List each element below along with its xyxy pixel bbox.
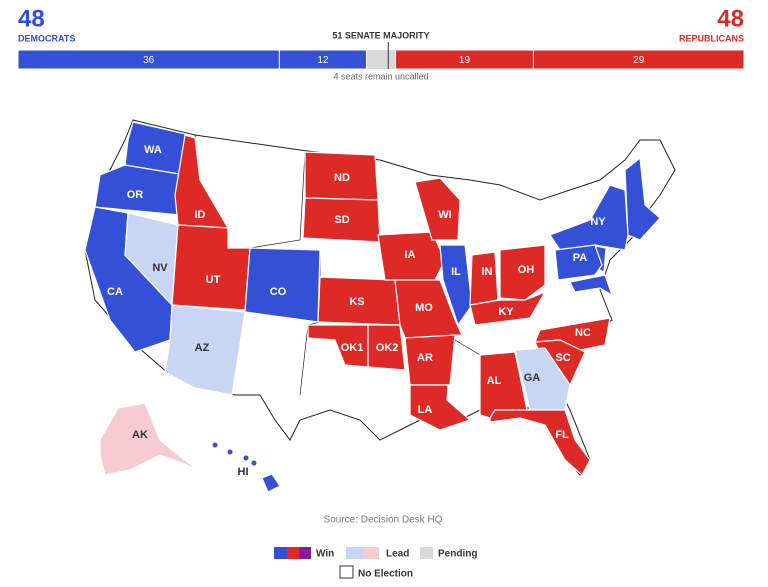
rep-segment <box>532 49 745 70</box>
state <box>404 334 456 386</box>
legend-swatch <box>274 547 287 559</box>
state <box>499 244 546 301</box>
state-label: CA <box>107 286 123 298</box>
state <box>469 290 547 326</box>
dem-count: 48 <box>18 5 45 32</box>
dem-segment <box>278 49 367 70</box>
state-label: SD <box>334 214 349 226</box>
state <box>439 244 473 327</box>
dem-label: DEMOCRATS <box>18 33 75 43</box>
majority-label: 51 SENATE MAJORITY <box>332 30 429 40</box>
state <box>514 347 571 411</box>
legend-swatch <box>346 547 363 559</box>
state-label: KS <box>349 296 364 308</box>
legend: Win Lead Pending No Election <box>274 547 477 580</box>
map: WA OR CA NV ID UT AZ CO ND SD KS OK1 OK2 IA MO AR LA WI IL… <box>84 119 676 493</box>
state-label: CO <box>270 286 287 298</box>
segment-label: 12 <box>317 55 329 66</box>
legend-label: Win <box>316 549 334 560</box>
state <box>569 274 614 297</box>
state-label: ID <box>195 209 206 221</box>
state-label: OH <box>518 264 535 276</box>
segment-label: 29 <box>633 55 645 66</box>
state-label: FL <box>555 429 569 441</box>
state-label: IN <box>482 266 493 278</box>
state-label: GA <box>524 372 541 384</box>
state-label: AR <box>417 352 433 364</box>
legend-swatch <box>339 565 354 579</box>
state-label: HI <box>238 466 249 478</box>
state-label: AZ <box>195 342 210 354</box>
state <box>394 279 463 339</box>
state <box>261 473 281 493</box>
state-label: PA <box>573 252 588 264</box>
state-label: IL <box>451 266 461 278</box>
state-label: AK <box>132 429 148 441</box>
state-label: OK1 <box>341 342 364 354</box>
state-label: OK2 <box>376 342 399 354</box>
state <box>554 244 603 281</box>
state <box>409 384 472 431</box>
island <box>227 449 233 455</box>
state-label: NV <box>152 262 168 274</box>
state-label: UT <box>206 274 221 286</box>
legend-swatch <box>420 547 433 559</box>
legend-label: Pending <box>438 549 477 560</box>
state-borders <box>249 151 306 249</box>
state-label: WI <box>438 209 451 221</box>
state-label: KY <box>498 306 514 318</box>
legend-label: No Election <box>358 569 413 580</box>
uncalled-note: 4 seats remain uncalled <box>333 71 428 81</box>
state-label: OR <box>127 189 144 201</box>
legend-swatch <box>287 547 299 559</box>
rep-count: 48 <box>717 5 744 32</box>
source: Source: Decision Desk HQ <box>324 515 443 526</box>
rep-label: REPUBLICANS <box>679 33 744 43</box>
island <box>243 455 249 461</box>
state-label: WA <box>144 144 162 156</box>
state <box>469 251 499 306</box>
state <box>377 231 446 281</box>
state-label: LA <box>418 404 433 416</box>
state-label: NC <box>575 327 591 339</box>
state <box>367 324 406 371</box>
state-label: NY <box>590 216 606 228</box>
segment-label: 19 <box>459 55 471 66</box>
legend-label: Lead <box>386 549 409 560</box>
state-label: MO <box>415 302 433 314</box>
state <box>414 177 461 241</box>
island <box>212 442 218 448</box>
state-label: AL <box>487 375 502 387</box>
state-label: ND <box>334 172 350 184</box>
state <box>99 402 199 476</box>
state-label: IA <box>405 249 416 261</box>
state <box>489 409 591 476</box>
legend-swatch <box>299 547 311 559</box>
island <box>251 460 257 466</box>
state-label: SC <box>555 352 570 364</box>
segment-label: 36 <box>143 55 155 66</box>
legend-swatch <box>363 547 379 559</box>
